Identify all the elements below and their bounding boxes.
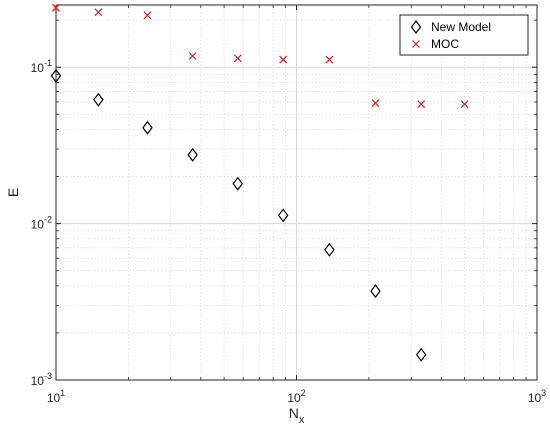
data-point-moc — [460, 100, 469, 109]
x-marker-stroke — [52, 3, 60, 12]
legend: New Model MOC — [399, 14, 529, 56]
x-marker-stroke — [460, 100, 469, 109]
data-point-new-model — [370, 284, 381, 299]
data-point-moc — [417, 100, 426, 109]
x-marker-stroke — [325, 55, 334, 64]
legend-diamond-marker — [410, 20, 422, 34]
legend-box — [399, 14, 529, 56]
data-point-new-model — [142, 120, 153, 135]
x-axis-label-base: N — [289, 405, 299, 421]
x-marker-stroke — [412, 40, 420, 48]
x-marker-stroke — [94, 8, 103, 17]
x-marker-stroke — [188, 52, 197, 60]
x-axis-label: Nx — [289, 405, 305, 426]
data-point-new-model — [232, 176, 244, 191]
y-tick-label: 10-2 — [31, 215, 52, 232]
data-markers — [50, 3, 469, 362]
data-point-new-model — [93, 92, 104, 107]
tick-labels: 101 102 103 10-3 10-2 10-1 — [31, 58, 547, 405]
legend-x-marker — [412, 40, 420, 48]
legend-label-new-model: New Model — [431, 20, 491, 34]
data-point-new-model — [415, 347, 427, 362]
x-tick-label: 102 — [287, 388, 305, 405]
grid-major — [56, 5, 537, 380]
data-point-moc — [188, 52, 197, 60]
x-marker-stroke — [233, 54, 242, 63]
x-tick-label: 101 — [47, 388, 65, 405]
data-point-moc — [52, 3, 60, 12]
data-point-moc — [371, 99, 380, 107]
y-tick-label: 10-1 — [31, 58, 52, 75]
legend-marker-new-model — [410, 20, 422, 34]
y-tick-label: 10-3 — [31, 371, 52, 388]
x-tick-label: 103 — [528, 388, 546, 405]
x-marker-stroke — [279, 55, 288, 64]
x-marker-stroke — [143, 11, 152, 20]
data-point-new-model — [50, 68, 62, 83]
legend-label-moc: MOC — [431, 37, 459, 51]
legend-marker-moc — [412, 40, 420, 48]
data-point-moc — [143, 11, 152, 20]
data-point-moc — [279, 55, 288, 64]
data-point-new-model — [277, 208, 289, 223]
y-axis-label: E — [5, 188, 21, 197]
grid-minor — [56, 5, 537, 380]
x-marker-stroke — [371, 99, 380, 107]
data-point-moc — [325, 55, 334, 64]
data-point-moc — [94, 8, 103, 17]
data-point-new-model — [324, 242, 335, 257]
x-axis-label-subscript: x — [299, 414, 305, 426]
data-point-moc — [233, 54, 242, 63]
data-point-new-model — [187, 147, 198, 162]
x-marker-stroke — [417, 100, 426, 109]
